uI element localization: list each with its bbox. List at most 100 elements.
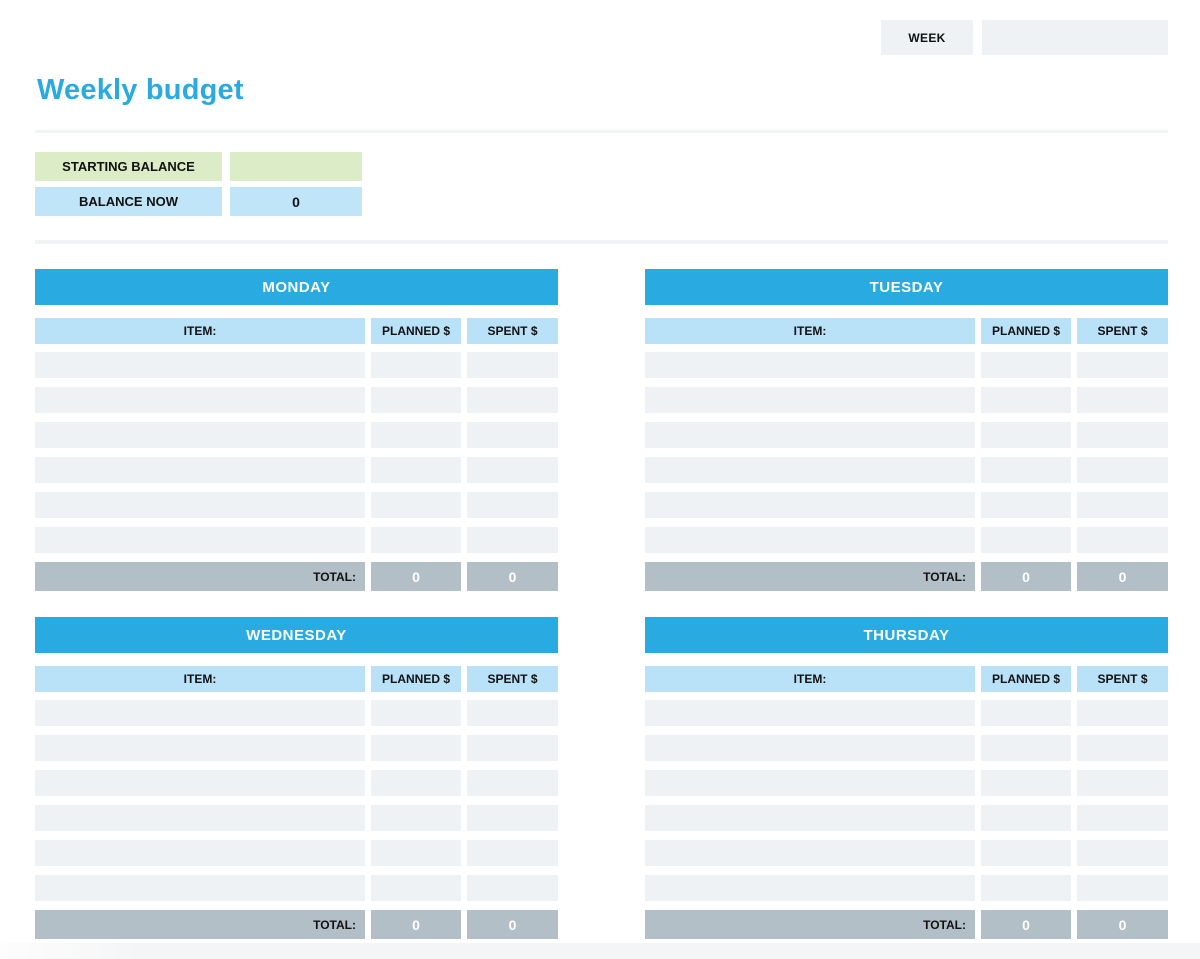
page-title: Weekly budget — [37, 74, 244, 106]
spent-cell[interactable] — [1077, 805, 1168, 831]
planned-cell[interactable] — [981, 387, 1071, 413]
spent-cell[interactable] — [467, 875, 558, 901]
spent-cell[interactable] — [1077, 352, 1168, 378]
item-cell[interactable] — [35, 770, 365, 796]
spent-column-header: SPENT $ — [1077, 318, 1168, 344]
planned-cell[interactable] — [981, 700, 1071, 726]
empty-budget-row — [35, 805, 558, 831]
item-cell[interactable] — [645, 805, 975, 831]
total-label: TOTAL: — [645, 910, 975, 939]
budget-rows — [645, 700, 1168, 901]
spent-cell[interactable] — [467, 805, 558, 831]
planned-cell[interactable] — [371, 735, 461, 761]
item-cell[interactable] — [645, 387, 975, 413]
item-cell[interactable] — [645, 700, 975, 726]
balance-section: STARTING BALANCE BALANCE NOW 0 — [35, 152, 362, 216]
column-header-row: ITEM: PLANNED $ SPENT $ — [35, 318, 558, 344]
balance-now-row: BALANCE NOW 0 — [35, 187, 362, 216]
item-cell[interactable] — [35, 422, 365, 448]
empty-budget-row — [35, 700, 558, 726]
total-label: TOTAL: — [645, 562, 975, 591]
planned-cell[interactable] — [981, 527, 1071, 553]
item-cell[interactable] — [35, 840, 365, 866]
planned-cell[interactable] — [371, 527, 461, 553]
item-cell[interactable] — [645, 492, 975, 518]
planned-cell[interactable] — [371, 387, 461, 413]
item-cell[interactable] — [645, 352, 975, 378]
item-cell[interactable] — [35, 875, 365, 901]
planned-cell[interactable] — [981, 457, 1071, 483]
item-cell[interactable] — [645, 735, 975, 761]
planned-cell[interactable] — [371, 457, 461, 483]
balance-now-value-cell: 0 — [230, 187, 362, 216]
planned-cell[interactable] — [371, 422, 461, 448]
day-header-monday: MONDAY — [35, 269, 558, 305]
empty-budget-row — [645, 840, 1168, 866]
empty-budget-row — [35, 457, 558, 483]
spent-cell[interactable] — [1077, 840, 1168, 866]
planned-cell[interactable] — [981, 840, 1071, 866]
day-header-thursday: THURSDAY — [645, 617, 1168, 653]
empty-budget-row — [645, 387, 1168, 413]
day-header-wednesday: WEDNESDAY — [35, 617, 558, 653]
spent-cell[interactable] — [1077, 770, 1168, 796]
spent-cell[interactable] — [1077, 422, 1168, 448]
spent-cell[interactable] — [467, 387, 558, 413]
planned-cell[interactable] — [371, 352, 461, 378]
item-cell[interactable] — [645, 527, 975, 553]
planned-cell[interactable] — [371, 840, 461, 866]
spent-cell[interactable] — [1077, 527, 1168, 553]
spent-cell[interactable] — [1077, 875, 1168, 901]
spent-cell[interactable] — [467, 352, 558, 378]
spent-cell[interactable] — [1077, 457, 1168, 483]
week-value-cell[interactable] — [982, 20, 1168, 55]
item-column-header: ITEM: — [35, 666, 365, 692]
spent-cell[interactable] — [467, 735, 558, 761]
empty-budget-row — [35, 422, 558, 448]
planned-cell[interactable] — [371, 770, 461, 796]
item-cell[interactable] — [35, 352, 365, 378]
spent-cell[interactable] — [467, 492, 558, 518]
item-cell[interactable] — [645, 422, 975, 448]
starting-balance-value-cell[interactable] — [230, 152, 362, 181]
planned-cell[interactable] — [371, 875, 461, 901]
item-cell[interactable] — [35, 735, 365, 761]
total-spent-value: 0 — [467, 910, 558, 939]
spent-cell[interactable] — [1077, 492, 1168, 518]
item-cell[interactable] — [645, 457, 975, 483]
planned-column-header: PLANNED $ — [371, 318, 461, 344]
planned-cell[interactable] — [371, 805, 461, 831]
item-cell[interactable] — [35, 492, 365, 518]
planned-cell[interactable] — [981, 805, 1071, 831]
item-cell[interactable] — [35, 457, 365, 483]
item-cell[interactable] — [645, 770, 975, 796]
spent-cell[interactable] — [467, 422, 558, 448]
empty-budget-row — [645, 770, 1168, 796]
item-cell[interactable] — [645, 875, 975, 901]
budget-rows — [35, 352, 558, 553]
spent-cell[interactable] — [467, 700, 558, 726]
total-spent-value: 0 — [1077, 562, 1168, 591]
item-cell[interactable] — [645, 840, 975, 866]
spent-cell[interactable] — [467, 457, 558, 483]
item-cell[interactable] — [35, 700, 365, 726]
spent-cell[interactable] — [1077, 700, 1168, 726]
total-label: TOTAL: — [35, 562, 365, 591]
spent-cell[interactable] — [467, 527, 558, 553]
item-cell[interactable] — [35, 387, 365, 413]
planned-cell[interactable] — [981, 875, 1071, 901]
planned-cell[interactable] — [981, 735, 1071, 761]
spent-cell[interactable] — [1077, 387, 1168, 413]
planned-cell[interactable] — [981, 770, 1071, 796]
planned-cell[interactable] — [981, 492, 1071, 518]
planned-cell[interactable] — [371, 700, 461, 726]
planned-cell[interactable] — [981, 352, 1071, 378]
empty-budget-row — [35, 840, 558, 866]
item-cell[interactable] — [35, 527, 365, 553]
spent-cell[interactable] — [467, 770, 558, 796]
spent-cell[interactable] — [1077, 735, 1168, 761]
planned-cell[interactable] — [371, 492, 461, 518]
spent-cell[interactable] — [467, 840, 558, 866]
planned-cell[interactable] — [981, 422, 1071, 448]
item-cell[interactable] — [35, 805, 365, 831]
